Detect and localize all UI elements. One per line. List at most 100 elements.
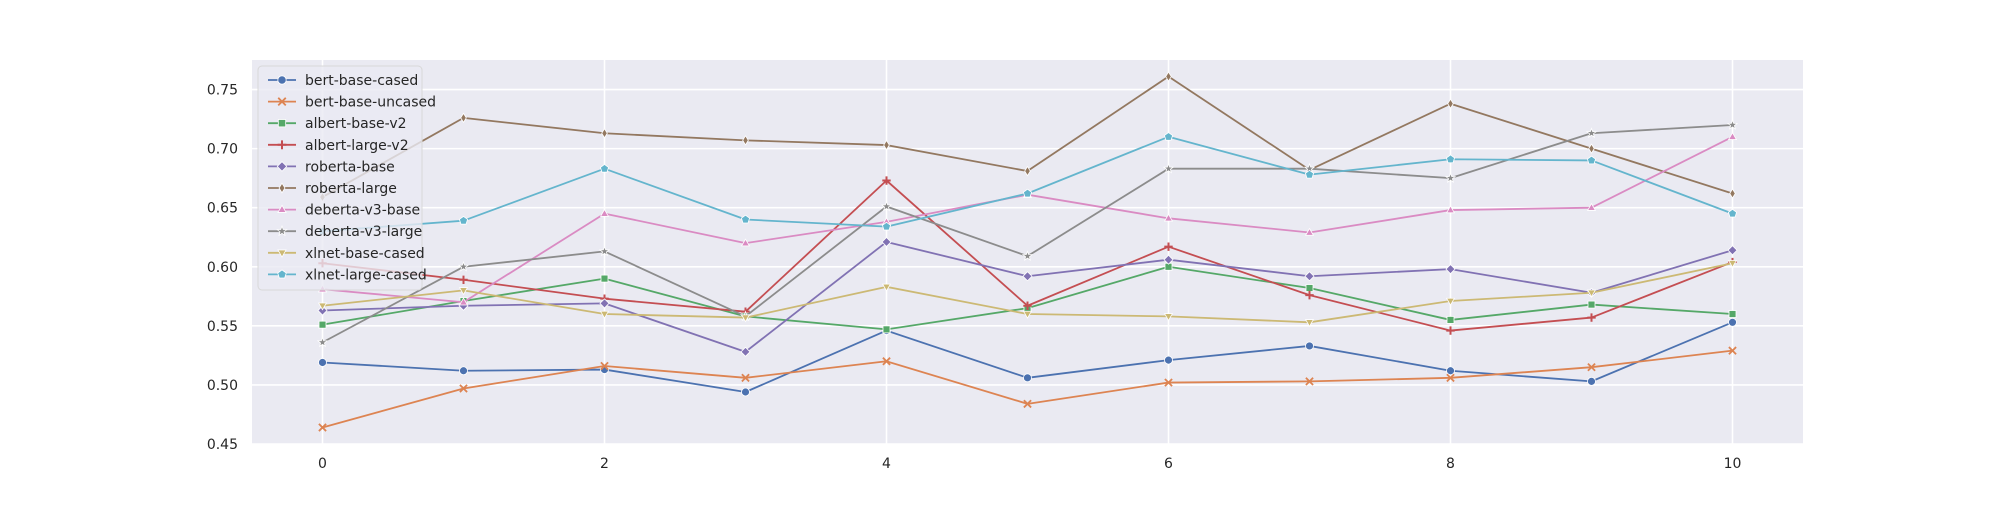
data-point (1728, 310, 1737, 318)
legend-marker (277, 249, 287, 258)
data-point (601, 127, 608, 139)
data-point (458, 297, 469, 306)
data-point (1586, 202, 1597, 211)
data-point (1726, 119, 1739, 130)
data-point (1586, 155, 1597, 165)
legend-marker (277, 97, 287, 107)
series-bert-base-uncased (318, 346, 1737, 432)
legend-box (257, 65, 423, 291)
legend: bert-base-cased bert-base-uncased albert-b… (257, 65, 436, 291)
data-point (1727, 245, 1738, 256)
data-point (1445, 264, 1456, 275)
legend-item: deberta-v3-base (268, 203, 420, 219)
data-point (1729, 188, 1736, 199)
data-point (316, 336, 329, 348)
data-point (459, 384, 468, 393)
x-tick-label: 10 (1724, 456, 1742, 472)
data-point (1445, 205, 1456, 214)
data-point (1304, 271, 1315, 282)
legend-marker (277, 269, 287, 279)
data-point (1446, 373, 1455, 383)
data-point (1304, 227, 1315, 236)
legend-item: xlnet-large-cased (268, 267, 427, 283)
data-point (318, 358, 327, 367)
data-point (599, 163, 610, 173)
legend-marker (277, 119, 287, 128)
data-point (1588, 143, 1595, 154)
legend-item: deberta-v3-large (268, 224, 422, 240)
data-point (880, 200, 893, 212)
legend-label: xlnet-large-cased (305, 267, 427, 283)
legend-label: bert-base-uncased (305, 95, 436, 111)
data-point (458, 215, 469, 225)
data-point (1021, 250, 1034, 261)
data-point (742, 135, 749, 146)
data-point (459, 366, 468, 376)
data-point (1163, 313, 1174, 322)
data-point (1164, 378, 1173, 387)
legend-item: bert-base-uncased (268, 95, 436, 111)
x-tick-label: 6 (1164, 456, 1173, 472)
legend-marker (278, 182, 286, 194)
data-point (1163, 254, 1174, 265)
legend-label: albert-base-v2 (305, 116, 407, 132)
data-point (457, 260, 470, 272)
y-tick-label: 0.50 (207, 378, 238, 394)
data-point (1023, 301, 1032, 310)
data-point (1163, 132, 1174, 141)
x-tick-label: 2 (600, 456, 609, 472)
data-point (1165, 71, 1172, 82)
x-tick-label: 8 (1446, 456, 1455, 472)
data-point (1445, 297, 1456, 306)
legend-marker (277, 75, 287, 85)
data-point (1447, 98, 1454, 109)
data-point (741, 373, 750, 383)
data-point (883, 139, 890, 151)
x-tick-label: 4 (882, 456, 891, 472)
data-point (1305, 284, 1314, 292)
data-point (1446, 366, 1455, 376)
y-tick-label: 0.60 (207, 260, 238, 276)
legend-marker (276, 225, 288, 237)
series-xlnet-base-cased (317, 260, 1738, 328)
data-point (1022, 188, 1033, 198)
data-point (1587, 313, 1596, 322)
data-point (882, 325, 891, 334)
legend-marker (277, 140, 287, 150)
data-point (1728, 346, 1737, 355)
data-point (1305, 290, 1314, 300)
legend-label: deberta-v3-large (305, 224, 422, 240)
y-tick-label: 0.70 (207, 142, 238, 158)
data-point (599, 310, 610, 319)
y-tick-label: 0.75 (207, 83, 238, 99)
series-deberta-v3-large (316, 119, 1739, 348)
data-point (1304, 169, 1315, 179)
data-point (600, 274, 609, 283)
data-point (1022, 310, 1033, 319)
data-point (598, 245, 611, 257)
data-point (740, 346, 751, 357)
data-point (1445, 154, 1456, 164)
legend-item: albert-base-v2 (268, 116, 407, 132)
data-point (881, 221, 892, 231)
data-point (317, 302, 328, 311)
data-point (1304, 319, 1315, 328)
data-point (1305, 377, 1314, 386)
data-point (1585, 127, 1598, 139)
data-point (318, 423, 327, 432)
data-point (1305, 341, 1314, 351)
data-point (1163, 213, 1174, 222)
legend-label: albert-large-v2 (305, 138, 409, 154)
data-point (1587, 300, 1596, 309)
legend-label: xlnet-base-cased (305, 246, 425, 262)
legend-item: bert-base-cased (268, 73, 418, 89)
data-point (740, 314, 751, 323)
data-point (741, 387, 750, 397)
x-tick-label: 0 (318, 456, 327, 472)
tick-labels: 0 2 4 6 8 10 0.45 0.50 0.55 0.60 0.65 0.70 0.75 (207, 83, 1742, 472)
data-point (1587, 362, 1596, 372)
legend-label: bert-base-cased (305, 73, 418, 89)
data-point (1164, 242, 1173, 251)
data-point (600, 361, 609, 371)
